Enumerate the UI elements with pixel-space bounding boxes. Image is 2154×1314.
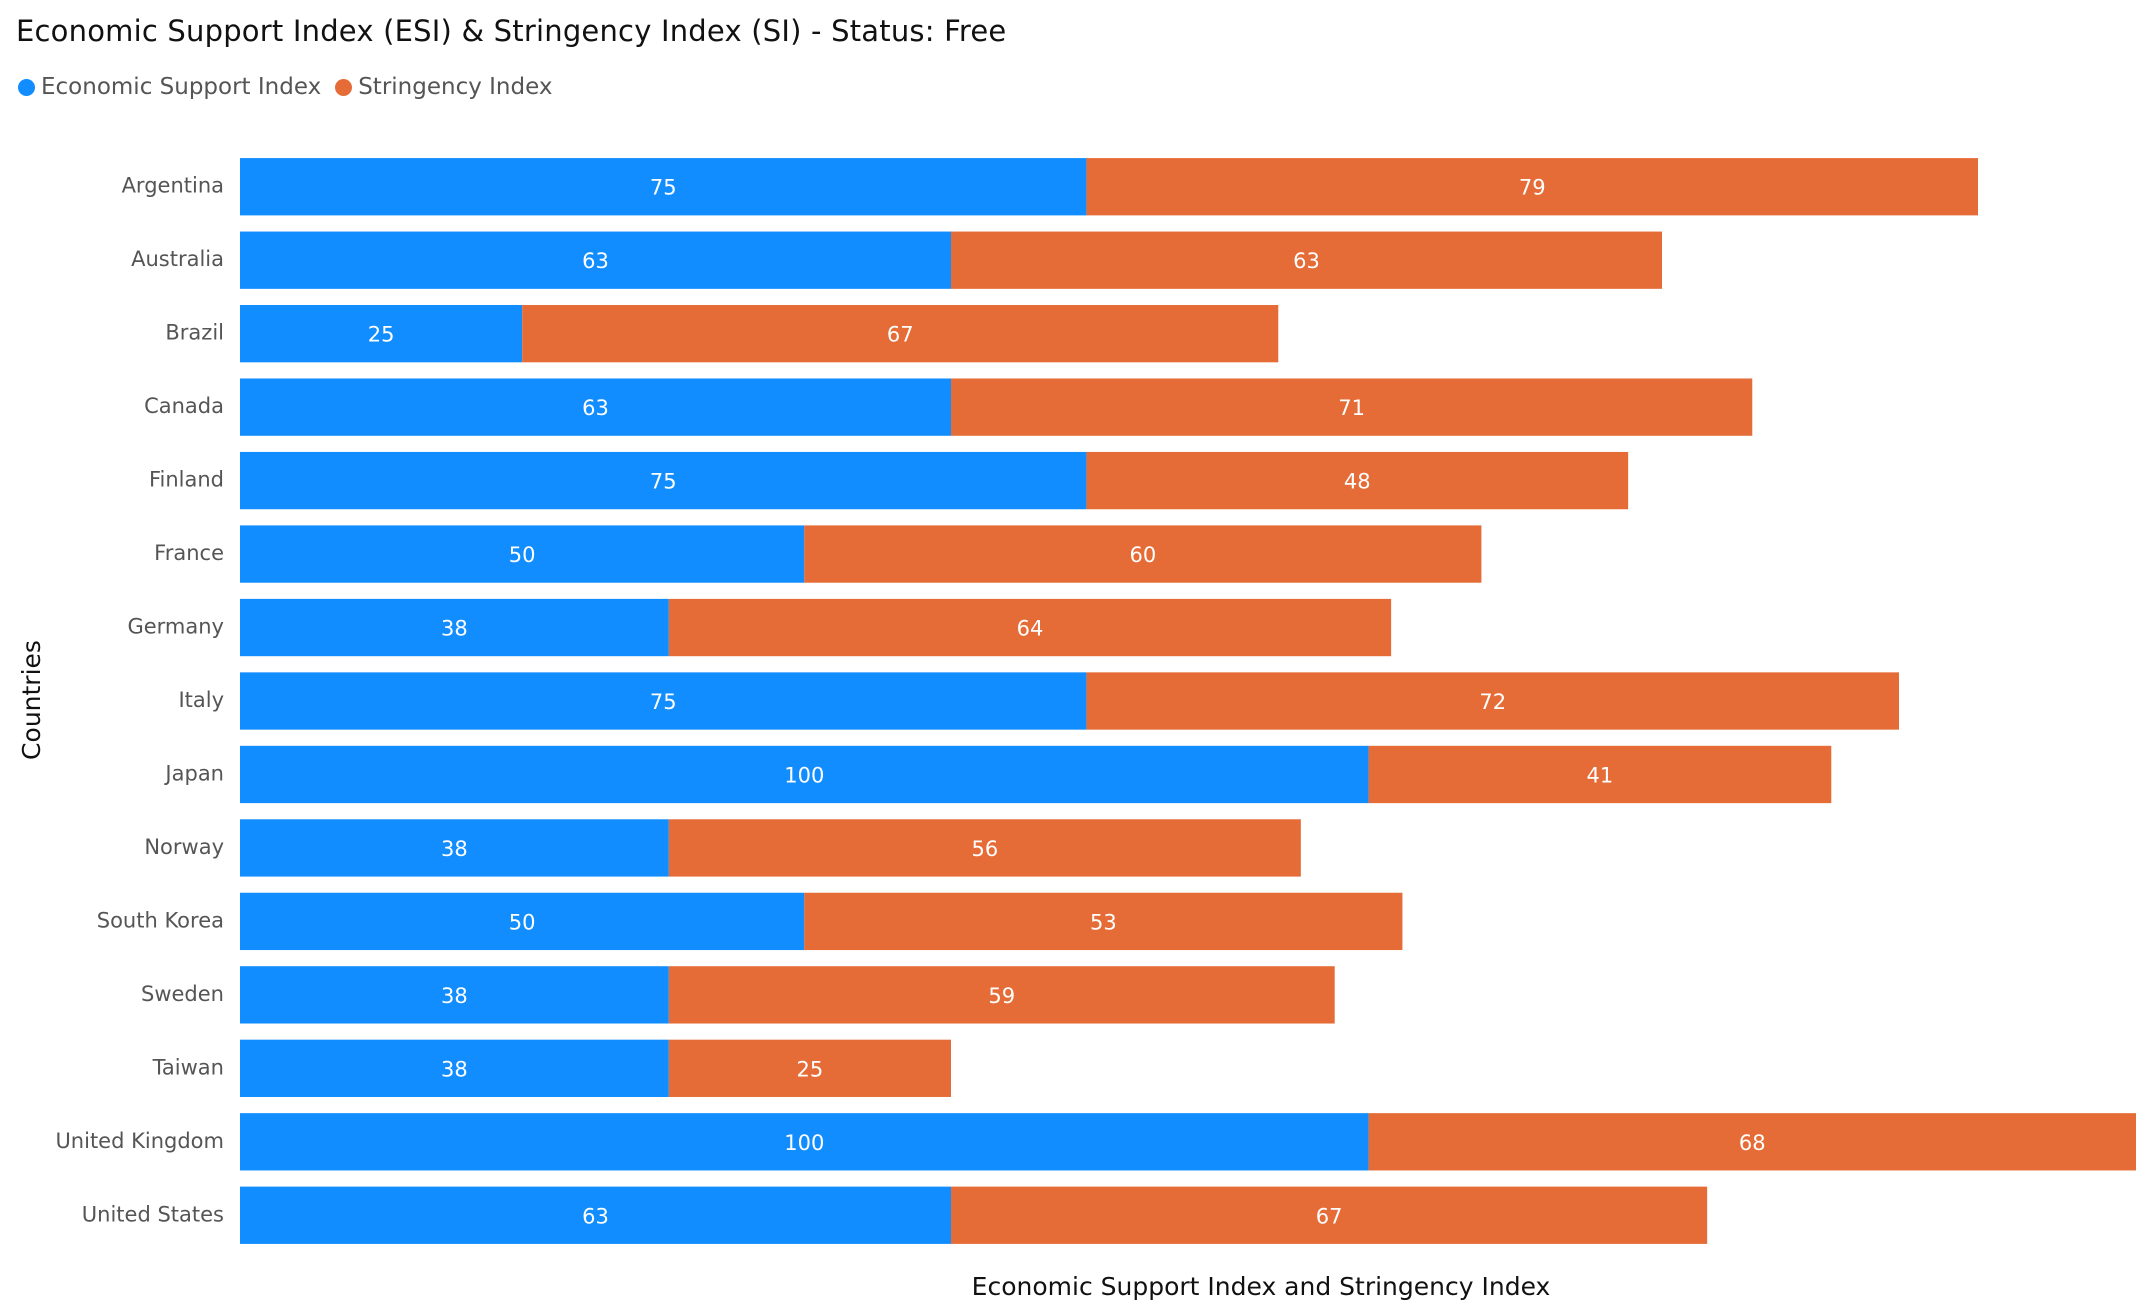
data-label-esi-germany: 38 xyxy=(441,617,468,641)
data-label-si-argentina: 79 xyxy=(1519,176,1546,200)
bar-esi-sweden[interactable] xyxy=(240,966,669,1024)
data-label-si-norway: 56 xyxy=(971,837,998,861)
bar-si-brazil[interactable] xyxy=(522,305,1279,363)
category-label-south-korea: South Korea xyxy=(97,908,224,932)
legend-item-si[interactable]: Stringency Index xyxy=(335,74,552,100)
category-label-italy: Italy xyxy=(178,688,224,712)
legend-marker-esi xyxy=(18,78,35,96)
bar-esi-germany[interactable] xyxy=(240,598,669,657)
data-label-si-united-states: 67 xyxy=(1316,1204,1343,1228)
category-label-canada: Canada xyxy=(144,394,224,418)
data-label-si-finland: 48 xyxy=(1344,470,1371,494)
bar-si-south-korea[interactable] xyxy=(804,892,1403,951)
data-label-si-south-korea: 53 xyxy=(1090,910,1117,934)
category-label-japan: Japan xyxy=(163,761,224,785)
bar-si-france[interactable] xyxy=(804,525,1482,583)
data-label-esi-argentina: 75 xyxy=(650,176,677,200)
bar-si-united-states[interactable] xyxy=(951,1186,1708,1244)
legend-item-esi[interactable]: Economic Support Index xyxy=(18,74,321,100)
bar-esi-argentina[interactable] xyxy=(240,158,1087,216)
bar-si-argentina[interactable] xyxy=(1086,158,1978,216)
bar-si-canada[interactable] xyxy=(951,378,1753,436)
bar-si-taiwan[interactable] xyxy=(668,1039,951,1097)
bar-esi-south-korea[interactable] xyxy=(240,892,805,951)
legend: Economic Support Index Stringency Index xyxy=(18,74,566,100)
bar-si-sweden[interactable] xyxy=(668,966,1335,1024)
data-label-si-canada: 71 xyxy=(1338,396,1365,420)
bar-esi-brazil[interactable] xyxy=(240,305,523,363)
bar-si-japan[interactable] xyxy=(1368,745,1832,804)
category-label-united-kingdom: United Kingdom xyxy=(55,1129,224,1153)
data-label-esi-taiwan: 38 xyxy=(441,1057,468,1081)
bar-esi-australia[interactable] xyxy=(240,231,951,289)
data-label-esi-canada: 63 xyxy=(582,396,609,420)
data-label-esi-finland: 75 xyxy=(650,470,677,494)
data-label-si-united-kingdom: 68 xyxy=(1739,1131,1766,1155)
data-label-esi-united-kingdom: 100 xyxy=(784,1131,824,1155)
data-label-si-italy: 72 xyxy=(1479,690,1506,714)
data-label-si-germany: 64 xyxy=(1017,617,1044,641)
category-axis: Argentina Australia Brazil Canada Finland Fra… xyxy=(55,174,224,1227)
category-label-germany: Germany xyxy=(127,615,224,639)
bar-esi-united-kingdom[interactable] xyxy=(240,1113,1369,1171)
chart-title: Economic Support Index (ESI) & Stringenc… xyxy=(16,14,1007,48)
category-label-norway: Norway xyxy=(144,835,224,859)
category-label-united-states: United States xyxy=(82,1202,224,1226)
bar-esi-finland[interactable] xyxy=(240,451,1087,510)
category-label-sweden: Sweden xyxy=(141,982,224,1006)
data-label-esi-sweden: 38 xyxy=(441,984,468,1008)
data-label-si-australia: 63 xyxy=(1293,249,1320,273)
data-label-si-japan: 41 xyxy=(1587,763,1614,787)
bar-si-finland[interactable] xyxy=(1086,451,1629,510)
x-axis-title: Economic Support Index and Stringency In… xyxy=(972,1272,1551,1301)
data-label-esi-brazil: 25 xyxy=(368,323,395,347)
bar-esi-united-states[interactable] xyxy=(240,1186,951,1244)
category-label-argentina: Argentina xyxy=(122,174,224,198)
bar-si-united-kingdom[interactable] xyxy=(1368,1113,2136,1171)
bar-esi-italy[interactable] xyxy=(240,672,1087,730)
data-label-esi-italy: 75 xyxy=(650,690,677,714)
y-axis-title: Countries xyxy=(17,640,46,760)
legend-label-esi: Economic Support Index xyxy=(41,74,322,100)
bar-esi-taiwan[interactable] xyxy=(240,1039,669,1097)
bar-esi-france[interactable] xyxy=(240,525,805,583)
category-label-brazil: Brazil xyxy=(165,321,224,345)
legend-label-si: Stringency Index xyxy=(358,74,553,100)
category-label-france: France xyxy=(154,541,224,565)
data-label-si-sweden: 59 xyxy=(988,984,1015,1008)
data-label-esi-norway: 38 xyxy=(441,837,468,861)
bar-esi-canada[interactable] xyxy=(240,378,951,436)
legend-marker-si xyxy=(335,78,353,96)
data-label-esi-france: 50 xyxy=(509,543,536,567)
data-label-esi-united-states: 63 xyxy=(582,1204,609,1228)
data-label-esi-south-korea: 50 xyxy=(509,910,536,934)
bar-si-norway[interactable] xyxy=(668,819,1301,877)
category-label-australia: Australia xyxy=(131,247,224,271)
bar-group: 75 79 63 63 25 67 63 71 75 48 50 60 38 64 75 72 100 41 38 5… xyxy=(240,158,2136,1244)
bar-si-australia[interactable] xyxy=(951,231,1662,289)
bar-esi-japan[interactable] xyxy=(240,745,1369,804)
bar-si-germany[interactable] xyxy=(668,598,1392,657)
category-label-finland: Finland xyxy=(149,468,224,492)
data-label-esi-japan: 100 xyxy=(784,763,824,787)
category-label-taiwan: Taiwan xyxy=(152,1055,224,1079)
data-label-si-brazil: 67 xyxy=(887,323,914,347)
data-label-si-france: 60 xyxy=(1129,543,1156,567)
bar-si-italy[interactable] xyxy=(1086,672,1899,730)
data-label-esi-australia: 63 xyxy=(582,249,609,273)
bar-esi-norway[interactable] xyxy=(240,819,669,877)
data-label-si-taiwan: 25 xyxy=(797,1057,824,1081)
